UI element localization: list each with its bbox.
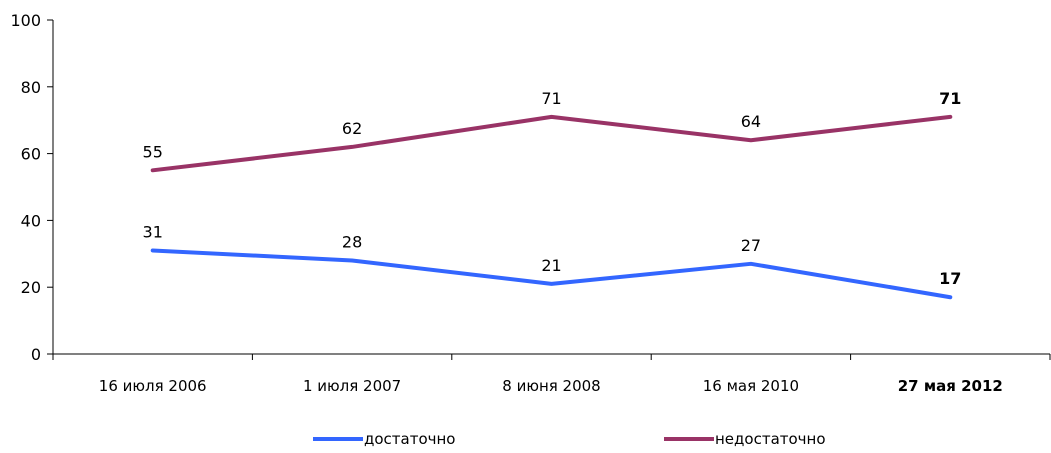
x-tick-label: 27 мая 2012 [898,377,1003,395]
data-label: 21 [541,256,561,275]
chart-axes [52,20,1050,355]
y-tick-label: 100 [10,11,41,30]
legend-label: недостаточно [715,430,826,448]
y-tick-label: 80 [21,78,41,97]
data-label: 31 [143,222,163,241]
series-lines [150,114,953,300]
y-tick-label: 20 [21,278,41,297]
x-ticks: 16 июля 2006 1 июля 2007 8 июня 2008 16 мая… [52,354,1051,395]
data-label: 28 [342,232,362,251]
data-label: 27 [741,236,761,255]
data-label: 55 [143,142,163,161]
legend: достаточно недостаточно [313,430,826,448]
data-labels: 31 28 21 27 17 55 62 71 64 71 [143,89,962,288]
legend-label: достаточно [364,430,456,448]
y-tick-label: 60 [21,145,41,164]
data-label: 71 [541,89,561,108]
y-tick-label: 0 [31,345,41,364]
y-ticks: 0 20 40 60 80 100 [10,11,53,364]
x-tick-label: 16 мая 2010 [703,377,799,395]
x-tick-label: 16 июля 2006 [99,377,207,395]
data-label: 71 [939,89,961,108]
data-label: 62 [342,119,362,138]
data-label: 17 [939,269,961,288]
x-tick-label: 8 июня 2008 [502,377,600,395]
data-label: 64 [741,112,761,131]
y-tick-label: 40 [21,211,41,230]
x-tick-label: 1 июля 2007 [303,377,401,395]
series-line-1 [150,114,953,173]
